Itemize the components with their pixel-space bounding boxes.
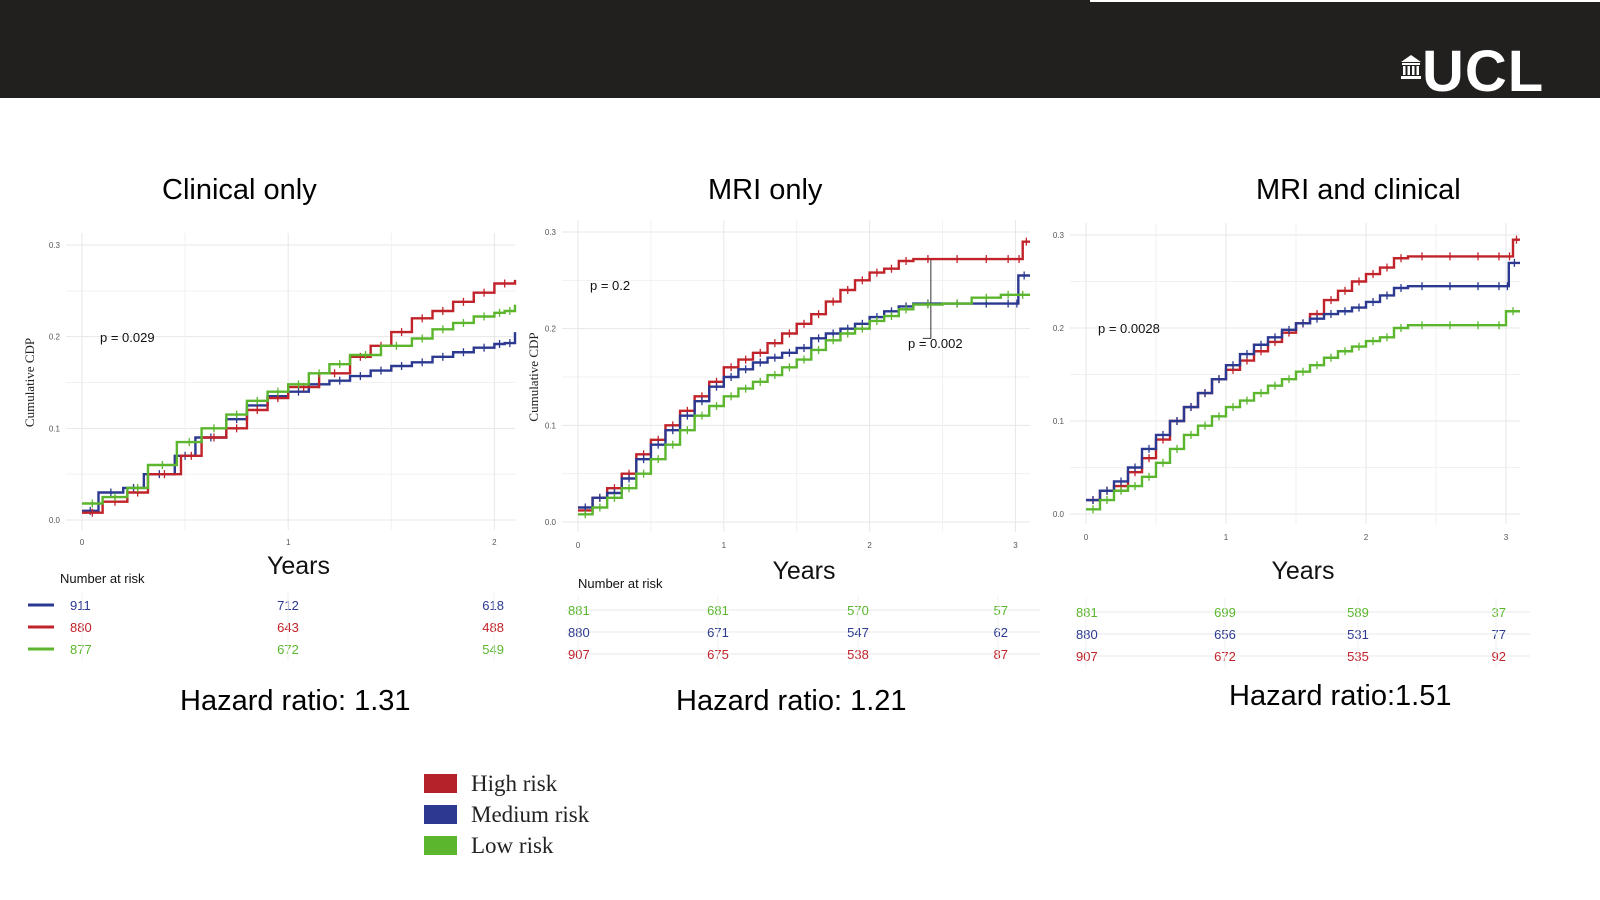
y-tick-label: 0.1 bbox=[1053, 417, 1065, 426]
hazard-ratio: Hazard ratio: 1.31 bbox=[180, 685, 411, 717]
km-curve-series-1 bbox=[1086, 261, 1520, 502]
km-curve-series-2 bbox=[82, 304, 517, 505]
legend-swatch bbox=[424, 774, 457, 793]
km-chart: 0.0 0.1 0.2 0.3 0 1 2 3 Cumulative CDP Years p = 0… bbox=[526, 220, 1040, 666]
risk-table-title: Number at risk bbox=[578, 576, 663, 591]
y-tick-label: 0.3 bbox=[545, 228, 557, 237]
x-axis-title: Years bbox=[772, 557, 835, 585]
risk-table-value: 907 bbox=[568, 647, 590, 662]
risk-table-value: 37 bbox=[1492, 605, 1506, 620]
legend-label: Medium risk bbox=[471, 801, 590, 827]
risk-table-value: 87 bbox=[994, 647, 1008, 662]
risk-table-value: 62 bbox=[994, 625, 1008, 640]
panel-clinical-only: Clinical only 0.0 0.1 0.2 0.3 0 1 2 Cumulative … bbox=[0, 160, 540, 760]
p-value-bracket bbox=[922, 258, 932, 339]
km-curve-series-2 bbox=[578, 293, 1030, 516]
legend: High risk Medium risk Low risk bbox=[424, 768, 589, 861]
risk-table-value: 907 bbox=[1076, 649, 1098, 664]
y-tick-label: 0.2 bbox=[49, 333, 61, 342]
x-axis-title: Years bbox=[1271, 557, 1334, 585]
risk-table-value: 618 bbox=[482, 598, 504, 613]
risk-table-value: 92 bbox=[1492, 649, 1506, 664]
km-chart: 0.0 0.1 0.2 0.3 0 1 2 Cumulative CDP Years p = 0.… bbox=[22, 233, 517, 661]
risk-table-value: 488 bbox=[482, 620, 504, 635]
y-axis-title: Cumulative CDP bbox=[22, 338, 37, 427]
ucl-logo-text: UCL bbox=[1422, 39, 1545, 104]
legend-label: High risk bbox=[471, 770, 558, 796]
x-tick-label: 0 bbox=[80, 538, 85, 547]
y-tick-label: 0.0 bbox=[545, 518, 557, 527]
y-tick-label: 0.1 bbox=[545, 421, 557, 430]
y-tick-label: 0.3 bbox=[49, 241, 61, 250]
x-tick-label: 3 bbox=[1013, 541, 1018, 550]
x-tick-label: 1 bbox=[286, 538, 291, 547]
x-tick-label: 0 bbox=[1084, 533, 1089, 542]
legend-label: Low risk bbox=[471, 832, 554, 858]
x-axis-title: Years bbox=[267, 552, 330, 580]
risk-table-value: 881 bbox=[568, 603, 590, 618]
p-value-comparison: p = 0.002 bbox=[908, 336, 963, 351]
legend-item-medium: Medium risk bbox=[424, 799, 589, 830]
header-divider bbox=[1090, 0, 1600, 2]
km-curve-series-0 bbox=[578, 240, 1030, 512]
risk-table-value: 880 bbox=[70, 620, 92, 635]
header-band bbox=[0, 0, 1600, 98]
x-tick-label: 1 bbox=[722, 541, 727, 550]
chart-title: MRI and clinical bbox=[1256, 174, 1461, 206]
legend-swatch bbox=[424, 805, 457, 824]
risk-table-value: 57 bbox=[994, 603, 1008, 618]
risk-table-value: 880 bbox=[1076, 627, 1098, 642]
x-tick-label: 2 bbox=[492, 538, 497, 547]
panel-mri-and-clinical: MRI and clinical 0.0 0.1 0.2 0.3 0 1 2 3 Years p … bbox=[1040, 160, 1600, 760]
risk-table-value: 880 bbox=[568, 625, 590, 640]
y-tick-label: 0.0 bbox=[1053, 510, 1065, 519]
hazard-ratio: Hazard ratio: 1.21 bbox=[676, 685, 907, 717]
p-value: p = 0.2 bbox=[590, 278, 630, 293]
y-tick-label: 0.0 bbox=[49, 516, 61, 525]
hazard-ratio: Hazard ratio:1.51 bbox=[1229, 680, 1452, 712]
x-tick-label: 2 bbox=[1364, 533, 1369, 542]
km-curve-series-1 bbox=[82, 279, 517, 514]
y-tick-label: 0.3 bbox=[1053, 231, 1065, 240]
y-axis-title: Cumulative CDP bbox=[526, 332, 541, 421]
risk-table-value: 77 bbox=[1492, 627, 1506, 642]
x-tick-label: 3 bbox=[1504, 533, 1509, 542]
chart-title: MRI only bbox=[708, 174, 823, 206]
p-value: p = 0.029 bbox=[100, 330, 155, 345]
risk-table-value: 877 bbox=[70, 642, 92, 657]
panel-mri-only: MRI only 0.0 0.1 0.2 0.3 0 1 2 3 Cumulative CDP Y… bbox=[520, 160, 1060, 760]
portico-icon bbox=[1401, 55, 1421, 79]
km-curve-series-2 bbox=[1086, 310, 1520, 511]
legend-item-high: High risk bbox=[424, 768, 589, 799]
y-tick-label: 0.2 bbox=[1053, 324, 1065, 333]
y-tick-label: 0.2 bbox=[545, 325, 557, 334]
legend-swatch bbox=[424, 836, 457, 855]
risk-table-value: 911 bbox=[70, 598, 91, 613]
ucl-logo: UCL bbox=[1400, 39, 1570, 104]
header-notch bbox=[0, 98, 700, 100]
x-tick-label: 1 bbox=[1224, 533, 1229, 542]
p-value: p = 0.0028 bbox=[1098, 321, 1160, 336]
x-tick-label: 2 bbox=[867, 541, 872, 550]
risk-table-value: 881 bbox=[1076, 605, 1098, 620]
x-tick-label: 0 bbox=[576, 541, 581, 550]
y-tick-label: 0.1 bbox=[49, 424, 61, 433]
chart-title: Clinical only bbox=[162, 174, 317, 206]
risk-table-title: Number at risk bbox=[60, 571, 145, 586]
legend-item-low: Low risk bbox=[424, 830, 589, 861]
risk-table-value: 549 bbox=[482, 642, 504, 657]
